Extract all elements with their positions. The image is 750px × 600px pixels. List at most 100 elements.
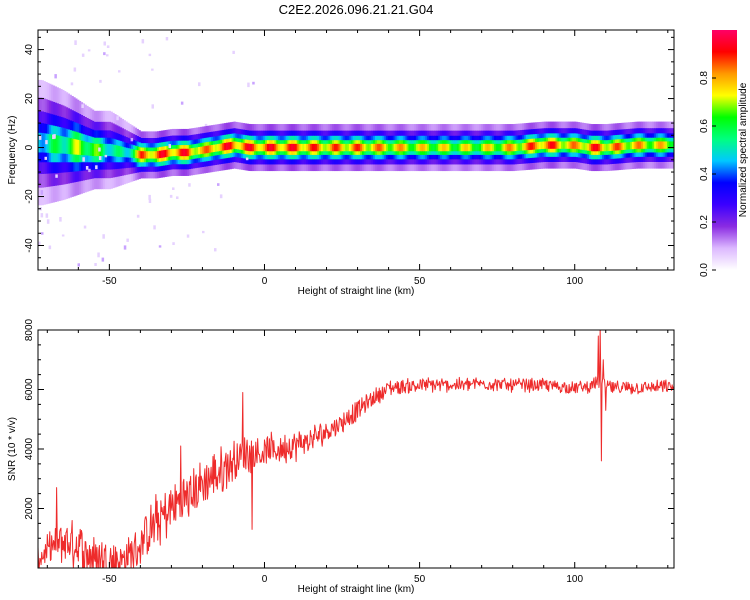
spectrogram-x-axis-label: Height of straight line (km) (298, 286, 415, 297)
noise-speck (188, 183, 191, 187)
ridge-cell (417, 143, 420, 152)
ridge-cell (172, 148, 175, 157)
noise-speck (40, 190, 44, 195)
spectrogram-frame (37, 29, 675, 271)
noise-speck (38, 241, 41, 246)
ridge-cell (387, 143, 391, 152)
ridge-cell (427, 143, 430, 152)
noise-speck (123, 245, 127, 250)
ridge-cell (581, 142, 584, 150)
ridge-cell (313, 143, 316, 152)
ridge-cell (138, 150, 141, 159)
ridge-cell (142, 151, 145, 159)
ridge-cell (421, 143, 424, 152)
colorbar-tick-label: 0.6 (699, 119, 710, 133)
ridge-cell (110, 144, 113, 157)
ridge-cell (360, 143, 363, 152)
ridge-cell (473, 143, 476, 152)
ridge-cell (462, 143, 465, 152)
ridge-cell (147, 151, 151, 159)
ridge-cell (672, 141, 674, 149)
ridge-cell (620, 142, 623, 151)
ridge-cell (177, 148, 180, 157)
ridge-cell (108, 143, 111, 157)
ridge-cell (188, 148, 192, 156)
noise-speck (165, 37, 169, 41)
noise-speck (74, 40, 77, 45)
ridge-cell (514, 143, 517, 152)
noise-speck (247, 82, 250, 88)
ridge-cell (129, 148, 132, 158)
ridge-cell (618, 142, 622, 151)
ridge-cell (291, 143, 294, 152)
ridge-cell (332, 143, 335, 152)
ridge-cell (499, 143, 502, 152)
ridge-cell (194, 147, 197, 155)
ridge-cell (648, 141, 651, 149)
spectrogram-y-ticks: -40 -20 0 20 40 (24, 36, 674, 271)
noise-speck (106, 45, 110, 48)
ridge-cell (203, 146, 206, 154)
ridge-cell (393, 143, 396, 152)
spectrogram-noise (38, 37, 255, 267)
ridge-cell (77, 139, 80, 155)
noise-speck (98, 156, 102, 160)
ridge-cell (626, 142, 629, 150)
ridge-cell (252, 143, 255, 152)
ridge-cell (501, 143, 504, 152)
spectrogram-marks (38, 37, 674, 267)
ridge-cell (615, 143, 618, 151)
ridge-cell (218, 143, 221, 152)
colorbar: 0.0 0.2 0.4 0.6 0.8 Normalized spectral ampl… (699, 30, 749, 277)
ridge-cell (484, 143, 488, 152)
ridge-cell (642, 141, 646, 149)
ridge-cell (71, 138, 74, 155)
y-tick-label: 40 (24, 44, 35, 56)
noise-speck (88, 168, 91, 173)
ridge-cell (438, 143, 441, 152)
ridge-cell (259, 143, 262, 152)
ridge-cell (412, 143, 415, 152)
noise-speck (141, 39, 145, 44)
ridge-cell (616, 143, 620, 151)
ridge-cell (361, 143, 365, 152)
ridge-cell (456, 143, 460, 152)
noise-speck (81, 104, 84, 108)
ridge-cell (624, 142, 627, 150)
noise-speck (45, 140, 48, 145)
snr-y-axis-label: SNR (10 * v/v) (7, 417, 18, 481)
ridge-cell (570, 141, 573, 149)
ridge-cell (551, 141, 555, 149)
ridge-cell (134, 149, 138, 159)
ridge-cell (235, 141, 238, 150)
ridge-cell (112, 144, 115, 157)
ridge-cell (322, 143, 326, 152)
ridge-cell (164, 149, 167, 158)
ridge-cell (333, 143, 337, 152)
noise-speck (103, 41, 106, 46)
colorbar-tick-label: 0.2 (699, 215, 710, 229)
ridge-cell (564, 141, 568, 149)
noise-speck (61, 234, 65, 237)
ridge-cell (144, 151, 147, 159)
ridge-cell (544, 141, 547, 149)
noise-speck (180, 101, 184, 105)
ridge-cell (47, 133, 50, 153)
noise-speck (83, 225, 87, 229)
colorbar-tick-label: 0.8 (699, 71, 710, 85)
ridge-cell (118, 145, 121, 157)
noise-speck (168, 144, 171, 149)
spectrogram-ridge (38, 79, 674, 206)
snr-y-ticks: 2000 4000 6000 8000 (24, 318, 674, 539)
ridge-cell (373, 143, 376, 152)
ridge-cell (39, 132, 43, 153)
ridge-cell (492, 143, 495, 152)
ridge-cell (352, 143, 355, 152)
ridge-cell (637, 141, 640, 149)
figure-title: C2E2.2026.096.21.21.G04 (279, 2, 434, 17)
ridge-cell (58, 135, 61, 154)
ridge-cell (317, 143, 320, 152)
ridge-cell (80, 140, 84, 156)
ridge-cell (337, 143, 340, 152)
ridge-cell (199, 146, 203, 155)
